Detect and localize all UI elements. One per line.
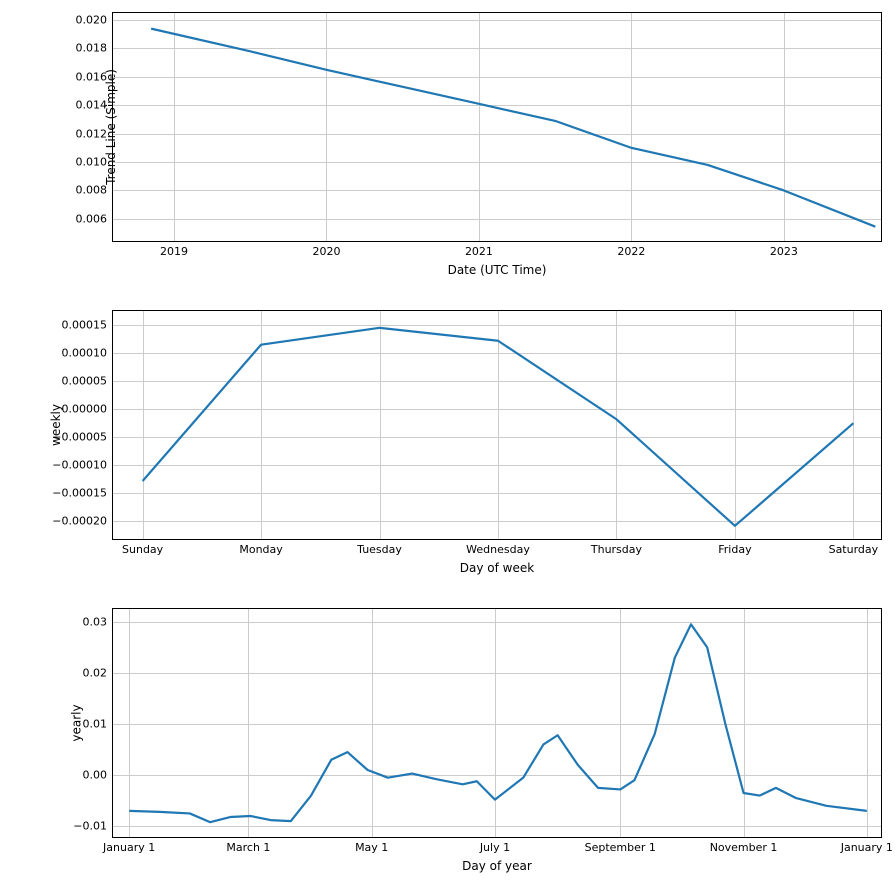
- ytick-label: 0.014: [76, 99, 114, 112]
- xtick-label: 2023: [770, 241, 798, 258]
- yearly-series-line: [129, 624, 867, 822]
- ytick-label: 0.02: [83, 666, 114, 679]
- trend-line-chart: [113, 13, 883, 243]
- ytick-label: 0.00000: [62, 403, 114, 416]
- ytick-label: 0.012: [76, 127, 114, 140]
- ytick-label: 0.00005: [62, 375, 114, 388]
- ytick-label: 0.00: [83, 769, 114, 782]
- ytick-label: −0.00005: [52, 431, 113, 444]
- ytick-label: −0.00020: [52, 515, 113, 528]
- ytick-label: −0.00010: [52, 459, 113, 472]
- xtick-label: 2022: [617, 241, 645, 258]
- xtick-label: January 1: [103, 837, 155, 854]
- ytick-label: 0.00015: [62, 319, 114, 332]
- xtick-label: Friday: [718, 539, 751, 556]
- trend-panel: Date (UTC Time) Trend Line (Simple) 0.00…: [112, 12, 882, 242]
- ytick-label: 0.010: [76, 156, 114, 169]
- xtick-label: Sunday: [122, 539, 163, 556]
- xtick-label: 2020: [312, 241, 340, 258]
- yearly-line-chart: [113, 609, 883, 839]
- xtick-label: September 1: [585, 837, 656, 854]
- xtick-label: Monday: [239, 539, 282, 556]
- ytick-label: 0.006: [76, 212, 114, 225]
- xtick-label: November 1: [710, 837, 778, 854]
- trend-series-line: [151, 29, 875, 227]
- xtick-label: Thursday: [591, 539, 642, 556]
- ytick-label: 0.01: [83, 718, 114, 731]
- ytick-label: −0.00015: [52, 487, 113, 500]
- ytick-label: 0.00010: [62, 347, 114, 360]
- ytick-label: 0.020: [76, 14, 114, 27]
- figure: Date (UTC Time) Trend Line (Simple) 0.00…: [0, 0, 895, 889]
- xtick-label: Saturday: [829, 539, 879, 556]
- xtick-label: 2021: [465, 241, 493, 258]
- ytick-label: 0.018: [76, 42, 114, 55]
- ytick-label: 0.03: [83, 615, 114, 628]
- yearly-ylabel: yearly: [70, 704, 84, 741]
- trend-xlabel: Date (UTC Time): [113, 241, 881, 277]
- xtick-label: May 1: [355, 837, 388, 854]
- ytick-label: 0.008: [76, 184, 114, 197]
- ytick-label: 0.016: [76, 70, 114, 83]
- yearly-panel: Day of year yearly −0.010.000.010.020.03…: [112, 608, 882, 838]
- xtick-label: January 1: [841, 837, 893, 854]
- xtick-label: July 1: [480, 837, 510, 854]
- ytick-label: −0.01: [73, 820, 113, 833]
- weekly-line-chart: [113, 311, 883, 541]
- xtick-label: March 1: [226, 837, 270, 854]
- weekly-panel: Day of week weekly −0.00020−0.00015−0.00…: [112, 310, 882, 540]
- xtick-label: 2019: [160, 241, 188, 258]
- xtick-label: Wednesday: [466, 539, 530, 556]
- weekly-series-line: [143, 328, 854, 526]
- xtick-label: Tuesday: [357, 539, 402, 556]
